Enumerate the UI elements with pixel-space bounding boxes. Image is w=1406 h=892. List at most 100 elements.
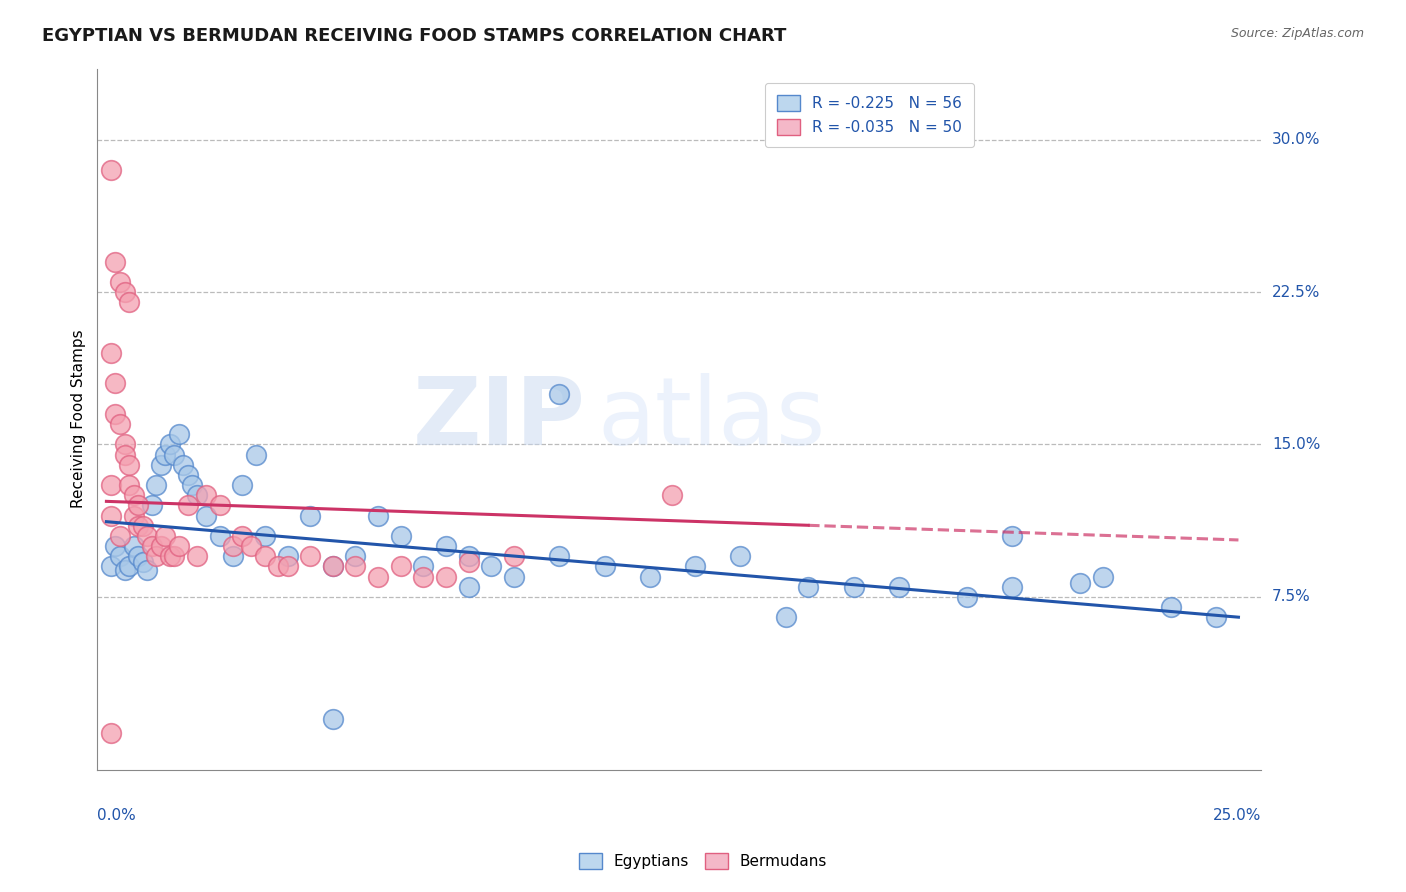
Point — [457, 555, 479, 569]
Point — [195, 508, 218, 523]
Point — [503, 569, 526, 583]
Point — [1069, 575, 1091, 590]
Point — [177, 467, 200, 482]
Point — [127, 499, 149, 513]
Point — [159, 437, 181, 451]
Point — [457, 549, 479, 564]
Point — [638, 569, 661, 583]
Point — [100, 346, 122, 360]
Point — [100, 508, 122, 523]
Point — [145, 549, 167, 564]
Point — [389, 529, 412, 543]
Point — [434, 569, 457, 583]
Point — [208, 529, 231, 543]
Point — [434, 539, 457, 553]
Point — [548, 549, 571, 564]
Point — [104, 376, 127, 391]
Point — [127, 518, 149, 533]
Point — [548, 386, 571, 401]
Point — [118, 559, 141, 574]
Point — [730, 549, 752, 564]
Point — [114, 285, 136, 299]
Point — [222, 539, 245, 553]
Point — [131, 518, 153, 533]
Point — [122, 508, 145, 523]
Point — [136, 564, 159, 578]
Point — [253, 549, 276, 564]
Point — [172, 458, 194, 472]
Point — [412, 569, 434, 583]
Point — [887, 580, 910, 594]
Point — [127, 549, 149, 564]
Point — [100, 559, 122, 574]
Text: 15.0%: 15.0% — [1272, 437, 1320, 452]
Point — [104, 539, 127, 553]
Text: 22.5%: 22.5% — [1272, 285, 1320, 300]
Point — [277, 559, 299, 574]
Point — [104, 254, 127, 268]
Point — [114, 448, 136, 462]
Point — [118, 458, 141, 472]
Point — [389, 559, 412, 574]
Point — [503, 549, 526, 564]
Point — [1001, 580, 1024, 594]
Point — [956, 590, 979, 604]
Point — [104, 407, 127, 421]
Point — [100, 163, 122, 178]
Point — [195, 488, 218, 502]
Point — [108, 275, 131, 289]
Point — [367, 569, 389, 583]
Point — [155, 529, 177, 543]
Legend: R = -0.225   N = 56, R = -0.035   N = 50: R = -0.225 N = 56, R = -0.035 N = 50 — [765, 83, 974, 147]
Point — [1205, 610, 1227, 624]
Point — [322, 559, 344, 574]
Text: 30.0%: 30.0% — [1272, 132, 1320, 147]
Point — [231, 478, 253, 492]
Point — [141, 499, 163, 513]
Point — [122, 488, 145, 502]
Text: 25.0%: 25.0% — [1213, 808, 1261, 823]
Point — [167, 427, 190, 442]
Point — [131, 555, 153, 569]
Point — [100, 478, 122, 492]
Point — [1001, 529, 1024, 543]
Point — [457, 580, 479, 594]
Point — [231, 529, 253, 543]
Text: EGYPTIAN VS BERMUDAN RECEIVING FOOD STAMPS CORRELATION CHART: EGYPTIAN VS BERMUDAN RECEIVING FOOD STAM… — [42, 27, 786, 45]
Point — [842, 580, 865, 594]
Point — [367, 508, 389, 523]
Point — [245, 448, 267, 462]
Point — [149, 539, 172, 553]
Point — [155, 448, 177, 462]
Point — [240, 539, 263, 553]
Point — [186, 488, 208, 502]
Point — [412, 559, 434, 574]
Point — [181, 478, 204, 492]
Point — [344, 549, 367, 564]
Point — [775, 610, 797, 624]
Point — [108, 549, 131, 564]
Point — [136, 529, 159, 543]
Point — [267, 559, 290, 574]
Point — [299, 549, 322, 564]
Point — [1091, 569, 1114, 583]
Point — [277, 549, 299, 564]
Point — [593, 559, 616, 574]
Point — [683, 559, 706, 574]
Point — [322, 559, 344, 574]
Text: 0.0%: 0.0% — [97, 808, 136, 823]
Point — [661, 488, 683, 502]
Point — [163, 549, 186, 564]
Text: 7.5%: 7.5% — [1272, 590, 1310, 605]
Point — [149, 458, 172, 472]
Legend: Egyptians, Bermudans: Egyptians, Bermudans — [572, 847, 834, 875]
Text: ZIP: ZIP — [413, 373, 586, 465]
Point — [118, 295, 141, 310]
Point — [479, 559, 502, 574]
Text: Source: ZipAtlas.com: Source: ZipAtlas.com — [1230, 27, 1364, 40]
Point — [145, 478, 167, 492]
Point — [186, 549, 208, 564]
Point — [167, 539, 190, 553]
Point — [222, 549, 245, 564]
Point — [299, 508, 322, 523]
